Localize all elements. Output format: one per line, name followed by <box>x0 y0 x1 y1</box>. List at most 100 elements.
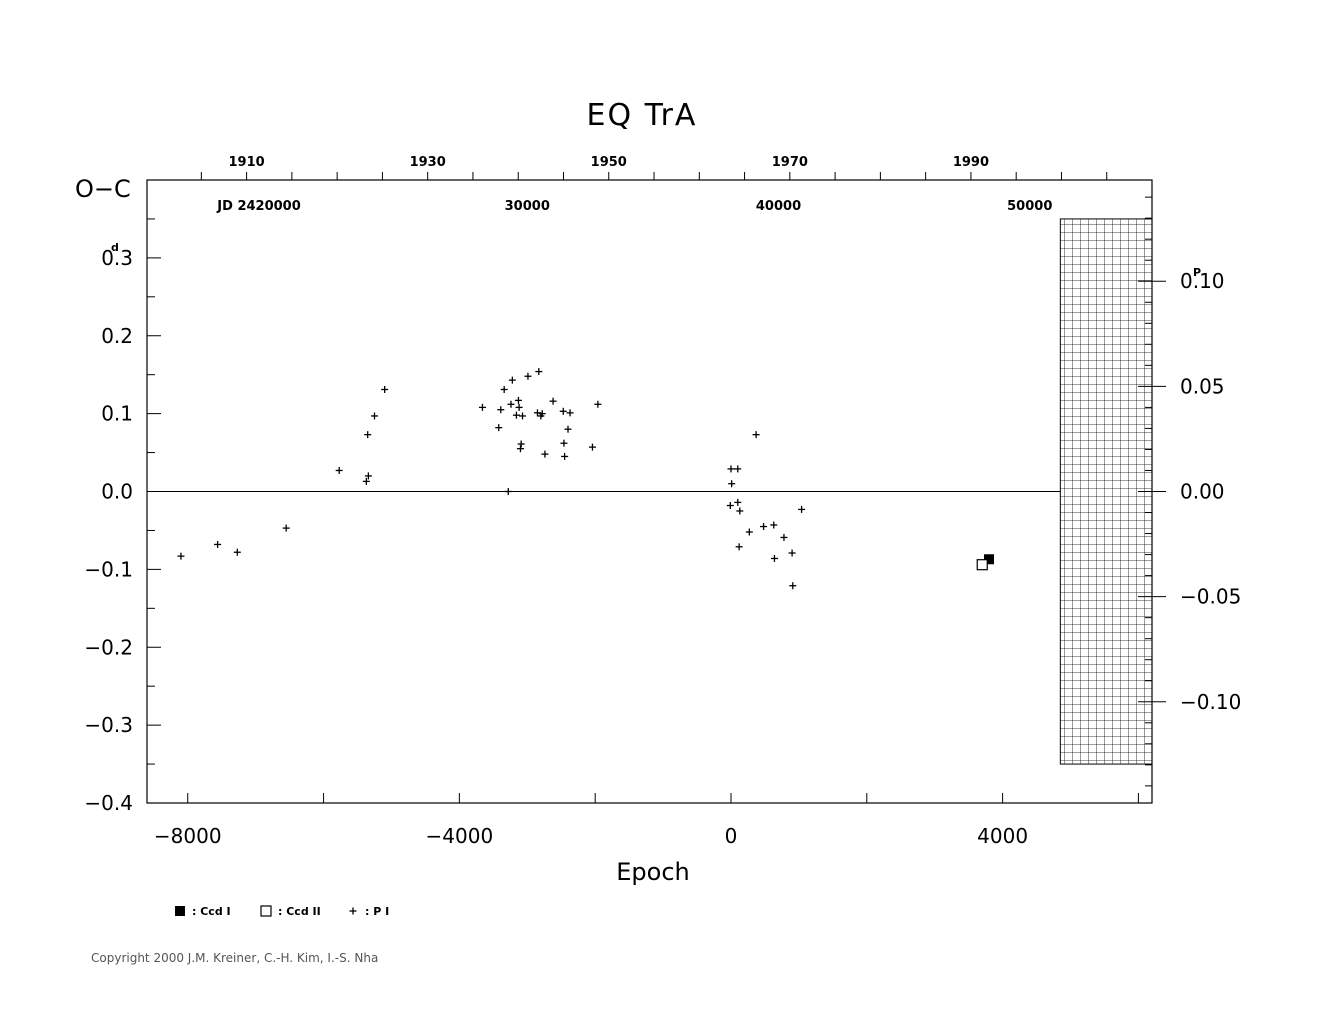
y2-unit-label: P <box>1193 266 1201 279</box>
point-plus <box>789 582 797 590</box>
point-plus <box>770 521 778 529</box>
point-plus <box>282 524 290 532</box>
point-plus <box>515 403 523 411</box>
top-year-label: 1990 <box>953 155 989 170</box>
x-axis-label: Epoch <box>616 858 690 886</box>
point-plus <box>504 488 512 495</box>
point-plus <box>780 533 788 541</box>
y-tick-label: −0.3 <box>84 713 133 737</box>
point-plus <box>728 480 736 488</box>
y-tick-label: −0.1 <box>84 557 133 581</box>
point-plus <box>535 368 543 376</box>
legend-label: : Ccd I <box>192 905 231 918</box>
point-plus <box>594 400 602 408</box>
point-plus <box>497 406 505 414</box>
x-axis-bottom: −8000 −4000 0 4000 <box>154 793 1139 848</box>
point-plus <box>541 450 549 458</box>
legend-label: : Ccd II <box>278 905 321 918</box>
point-plus <box>566 409 574 417</box>
point-plus <box>214 540 222 548</box>
point-plus <box>560 439 568 447</box>
y2-tick-label: 0.10 <box>1180 269 1225 293</box>
point-plus <box>788 549 796 557</box>
x-tick-label: −8000 <box>154 824 222 848</box>
point-plus <box>507 400 515 408</box>
point-plus <box>734 498 742 506</box>
legend: : Ccd I : Ccd II : P I <box>175 905 389 918</box>
y2-tick-label: −0.10 <box>1180 690 1241 714</box>
point-plus <box>588 443 596 451</box>
point-plus <box>538 410 546 418</box>
jd-label: 50000 <box>1007 199 1052 214</box>
point-plus <box>364 431 372 439</box>
point-plus <box>760 523 768 531</box>
y-tick-label: 0.3 <box>101 246 133 270</box>
y-tick-label: 0.1 <box>101 402 133 426</box>
point-plus <box>233 548 241 556</box>
x-tick-label: 4000 <box>977 824 1028 848</box>
point-plus <box>335 466 343 474</box>
legend-marker-p-i <box>349 907 357 915</box>
y-unit-label: d <box>111 241 119 254</box>
point-plus <box>370 412 378 420</box>
data-points <box>177 368 995 590</box>
y-tick-label: 0.2 <box>101 324 133 348</box>
top-year-label: 1950 <box>591 155 627 170</box>
x-tick-label: 0 <box>725 824 738 848</box>
top-year-axis: 1910 1930 1950 1970 1990 <box>200 155 1108 180</box>
point-plus <box>726 502 734 510</box>
point-plus <box>564 425 572 433</box>
y2-tick-label: −0.05 <box>1180 585 1241 609</box>
y-axis-label: O−C <box>75 175 131 203</box>
point-plus <box>508 376 516 384</box>
point-plus <box>559 407 567 415</box>
point-plus <box>177 552 185 560</box>
y-tick-label: 0.0 <box>101 480 133 504</box>
point-ccd-ii <box>976 559 988 571</box>
top-year-label: 1910 <box>229 155 265 170</box>
top-year-label: 1930 <box>410 155 446 170</box>
legend-marker-ccd-i <box>175 906 185 916</box>
copyright-text: Copyright 2000 J.M. Kreiner, C.-H. Kim, … <box>91 951 378 965</box>
point-plus <box>549 397 557 405</box>
chart-title: EQ TrA <box>587 98 698 133</box>
future-hatched-region <box>1059 218 1153 765</box>
point-plus <box>524 372 532 380</box>
point-plus <box>519 412 527 420</box>
y2-tick-label: 0.05 <box>1180 374 1225 398</box>
point-plus <box>514 396 522 404</box>
point-plus <box>517 440 525 448</box>
legend-label: : P I <box>365 905 389 918</box>
point-plus <box>735 543 743 551</box>
y2-tick-label: 0.00 <box>1180 480 1225 504</box>
jd-label: 30000 <box>505 199 550 214</box>
point-plus <box>745 528 753 536</box>
point-ccd-i <box>984 554 995 565</box>
y-tick-label: −0.2 <box>84 635 133 659</box>
point-plus <box>500 385 508 393</box>
jd-labels: JD 2420000 30000 40000 50000 <box>216 199 1052 214</box>
y-axis-right: 0.10 0.05 0.00 −0.05 −0.10 <box>1138 196 1241 787</box>
x-tick-label: −4000 <box>426 824 494 848</box>
point-plus <box>798 505 806 513</box>
point-plus <box>478 403 486 411</box>
point-plus <box>752 431 760 439</box>
point-plus <box>734 465 742 473</box>
legend-marker-ccd-ii <box>260 905 272 917</box>
point-plus <box>736 507 744 515</box>
jd-label: JD 2420000 <box>216 199 300 214</box>
jd-label: 40000 <box>756 199 801 214</box>
point-plus <box>364 472 372 480</box>
point-plus <box>381 385 389 393</box>
point-plus <box>727 465 735 473</box>
top-year-label: 1970 <box>772 155 808 170</box>
y-axis-left: 0.3 0.2 0.1 0.0 −0.1 −0.2 −0.3 −0.4 <box>84 179 161 815</box>
point-plus <box>516 445 524 453</box>
y-tick-label: −0.4 <box>84 791 133 815</box>
point-plus <box>533 409 541 417</box>
point-plus <box>512 411 520 419</box>
point-plus <box>495 424 503 432</box>
point-plus <box>561 452 569 460</box>
point-plus <box>770 554 778 562</box>
